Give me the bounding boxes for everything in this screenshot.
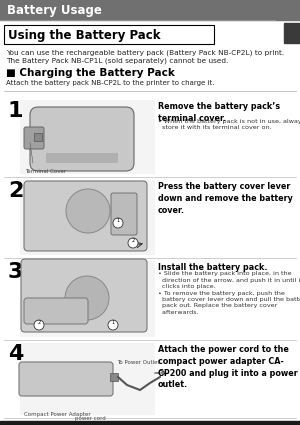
FancyBboxPatch shape: [30, 107, 134, 171]
Text: 2: 2: [131, 238, 135, 243]
Text: Attach the battery pack NB-CP2L to the printer to charge it.: Attach the battery pack NB-CP2L to the p…: [6, 80, 214, 86]
Text: • Slide the battery pack into place, in the
  direction of the arrow, and push i: • Slide the battery pack into place, in …: [158, 272, 300, 315]
Text: Battery Usage: Battery Usage: [7, 3, 102, 17]
Text: To Power Outlet: To Power Outlet: [117, 360, 160, 365]
FancyBboxPatch shape: [24, 181, 147, 251]
Bar: [4, 25, 214, 44]
Text: Attach the power cord to the
compact power adapter CA-
CP200 and plug it into a : Attach the power cord to the compact pow…: [158, 345, 298, 389]
Bar: [110, 373, 118, 381]
Text: 1: 1: [8, 101, 23, 121]
Bar: [20, 180, 155, 255]
Text: 3: 3: [8, 262, 23, 282]
Bar: [0, 421, 300, 425]
FancyBboxPatch shape: [111, 193, 137, 235]
Text: 1: 1: [111, 320, 115, 325]
Text: Compact Power Adapter: Compact Power Adapter: [24, 412, 91, 417]
Circle shape: [66, 189, 110, 233]
Text: Using the Battery Pack: Using the Battery Pack: [8, 28, 160, 42]
Text: Terminal Cover: Terminal Cover: [25, 169, 66, 174]
FancyBboxPatch shape: [21, 259, 147, 332]
Text: The Battery Pack NB-CP1L (sold separately) cannot be used.: The Battery Pack NB-CP1L (sold separatel…: [6, 57, 228, 63]
Circle shape: [34, 320, 44, 330]
Text: Install the battery pack.: Install the battery pack.: [158, 263, 268, 272]
FancyBboxPatch shape: [24, 298, 88, 324]
Bar: [20, 343, 155, 415]
Bar: [20, 100, 155, 174]
Text: 1: 1: [116, 218, 120, 223]
Bar: [34, 133, 42, 141]
Text: 2: 2: [38, 320, 40, 325]
Text: ■ Charging the Battery Pack: ■ Charging the Battery Pack: [6, 68, 175, 78]
Bar: [0, 0, 300, 20]
Circle shape: [113, 218, 123, 228]
Text: Remove the battery pack’s
terminal cover.: Remove the battery pack’s terminal cover…: [158, 102, 280, 123]
Text: power cord: power cord: [75, 416, 105, 421]
Text: 35: 35: [280, 421, 293, 425]
Text: 4: 4: [8, 344, 23, 364]
Bar: [20, 261, 155, 337]
FancyBboxPatch shape: [19, 362, 113, 396]
Text: Press the battery cover lever
down and remove the battery
cover.: Press the battery cover lever down and r…: [158, 182, 293, 215]
FancyBboxPatch shape: [24, 127, 44, 149]
Text: • When the battery pack is not in use, always
  store it with its terminal cover: • When the battery pack is not in use, a…: [158, 119, 300, 130]
Circle shape: [65, 276, 109, 320]
Circle shape: [108, 320, 118, 330]
Text: 2: 2: [8, 181, 23, 201]
Circle shape: [128, 238, 138, 248]
Bar: [46, 153, 118, 163]
Bar: [284, 23, 300, 43]
Text: You can use the rechargeable battery pack (Battery Pack NB-CP2L) to print.: You can use the rechargeable battery pac…: [6, 49, 284, 56]
